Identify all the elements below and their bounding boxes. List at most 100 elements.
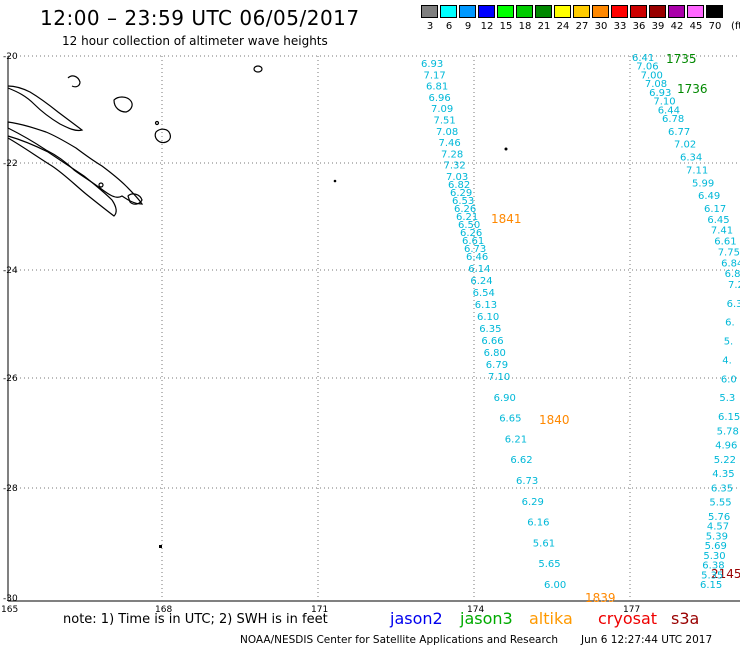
wave-height-value: 6.93 <box>649 88 671 99</box>
wave-height-value: 6.61 <box>714 237 736 248</box>
legend-label: 24 <box>556 21 570 32</box>
wave-height-value: 5. <box>724 337 734 348</box>
wave-track-west: 6.937.176.816.967.097.517.087.467.287.32… <box>421 59 566 591</box>
wave-height-value: 5.39 <box>706 531 728 542</box>
legend-label: 3 <box>426 21 434 32</box>
wave-height-value: 7.08 <box>645 79 667 90</box>
lat-label: -22 <box>3 159 18 169</box>
lat-label: -26 <box>3 374 18 384</box>
wave-height-value: 5.69 <box>705 541 727 552</box>
pass-time-label: 1840 <box>539 413 570 427</box>
legend-swatch <box>611 5 628 18</box>
legend-label: 30 <box>594 21 608 32</box>
wave-height-value: 6.66 <box>481 336 503 347</box>
legend-swatch <box>592 5 609 18</box>
wave-height-value: 7.46 <box>439 138 461 149</box>
legend-swatch <box>706 5 723 18</box>
loyalty-island-ouvea <box>67 75 81 88</box>
legend-swatch <box>497 5 514 18</box>
pass-time-label: 1736 <box>677 82 708 96</box>
legend-swatch <box>554 5 571 18</box>
legend-swatch <box>630 5 647 18</box>
lon-label: 171 <box>311 605 328 615</box>
lon-label: 168 <box>155 605 172 615</box>
wave-height-value: 6.34 <box>680 153 702 164</box>
wave-height-value: 7.41 <box>711 226 733 237</box>
walpole-island <box>253 65 263 73</box>
wave-height-value: 7.17 <box>424 70 446 81</box>
pass-time-label: 1841 <box>491 212 522 226</box>
wave-height-value: 7.00 <box>641 70 663 81</box>
lon-label: 177 <box>623 605 640 615</box>
lat-label: -20 <box>3 52 18 62</box>
lon-label: 174 <box>467 605 484 615</box>
wave-height-value: 7.75 <box>718 247 740 258</box>
wave-height-value: 6.96 <box>429 93 451 104</box>
wave-height-value: 6.15 <box>718 412 740 423</box>
legend-unit: (ft) <box>731 21 740 32</box>
wave-height-value: 7.32 <box>444 161 466 172</box>
new-caledonia-main-island <box>7 121 144 205</box>
mission-altika: altika <box>529 609 573 628</box>
wave-height-value: 6.17 <box>704 204 726 215</box>
wave-height-value: 6.73 <box>464 244 486 255</box>
legend-label: 36 <box>632 21 646 32</box>
coastal-islet <box>154 120 160 126</box>
loyalty-island-mare <box>154 128 171 144</box>
pass-time-label: 1839 <box>585 591 616 605</box>
wave-height-value: 6.41 <box>632 53 654 64</box>
wave-height-value: 7.06 <box>636 62 658 73</box>
mission-cryosat: cryosat <box>598 609 658 628</box>
wave-height-value: 5.30 <box>703 551 725 562</box>
wave-height-value: 6.21 <box>505 434 527 445</box>
wave-height-value: 6.81 <box>426 82 448 93</box>
wave-height-value: 6.50 <box>458 220 480 231</box>
wave-height-value: 7.10 <box>488 372 510 383</box>
isle-of-pines <box>127 193 143 205</box>
wave-height-value: 6.00 <box>544 580 566 591</box>
loyalty-island-lifou <box>113 96 133 113</box>
wave-height-value: 6.38 <box>702 561 724 572</box>
wave-height-value: 6.13 <box>475 300 497 311</box>
legend-swatch <box>478 5 495 18</box>
wave-height-value: 6.35 <box>711 483 733 494</box>
wave-height-value: 6.15 <box>700 580 722 591</box>
wave-height-value: 6.45 <box>707 215 729 226</box>
legend-label: 45 <box>689 21 703 32</box>
wave-height-value: 6.78 <box>662 114 684 125</box>
legend-label: 21 <box>537 21 551 32</box>
wave-height-value: 5.78 <box>717 426 739 437</box>
wave-height-value: 5.76 <box>708 512 730 523</box>
legend-label: 18 <box>518 21 532 32</box>
new-caledonia-inner-coast <box>7 135 117 217</box>
wave-height-value: 6.26 <box>460 228 482 239</box>
legend-label: 9 <box>464 21 472 32</box>
wave-height-value: 5.55 <box>709 498 731 509</box>
wave-track-east: 6.417.067.007.086.937.106.446.78 6.77 7.02… <box>632 53 740 591</box>
wave-height-value: 7.02 <box>674 140 696 151</box>
lat-label: -24 <box>3 266 18 276</box>
pass-time-label: 1735 <box>666 52 697 66</box>
wave-height-value: 6.16 <box>527 518 549 529</box>
generation-timestamp: Jun 6 12:27:44 UTC 2017 <box>581 634 713 646</box>
legend-label: 27 <box>575 21 589 32</box>
legend-swatch <box>687 5 704 18</box>
legend-swatch <box>421 5 438 18</box>
wave-height-value: 6.80 <box>484 348 506 359</box>
wave-height-value: 6.29 <box>450 188 472 199</box>
lat-label: -30 <box>3 594 18 604</box>
wave-height-value: 5.3 <box>719 393 735 404</box>
lon-label: 165 <box>1 605 18 615</box>
coastal-islet <box>98 182 104 188</box>
reef-islet <box>333 179 337 183</box>
wave-height-value: 5.61 <box>533 538 555 549</box>
wave-height-value: 7.2 <box>728 280 740 291</box>
legend-swatch <box>535 5 552 18</box>
reef-islet <box>504 147 508 151</box>
wave-height-value: 6.65 <box>499 414 521 425</box>
wave-height-value: 4.57 <box>707 522 729 533</box>
legend-swatch <box>573 5 590 18</box>
legend-label: 39 <box>651 21 665 32</box>
legend-label: 42 <box>670 21 684 32</box>
